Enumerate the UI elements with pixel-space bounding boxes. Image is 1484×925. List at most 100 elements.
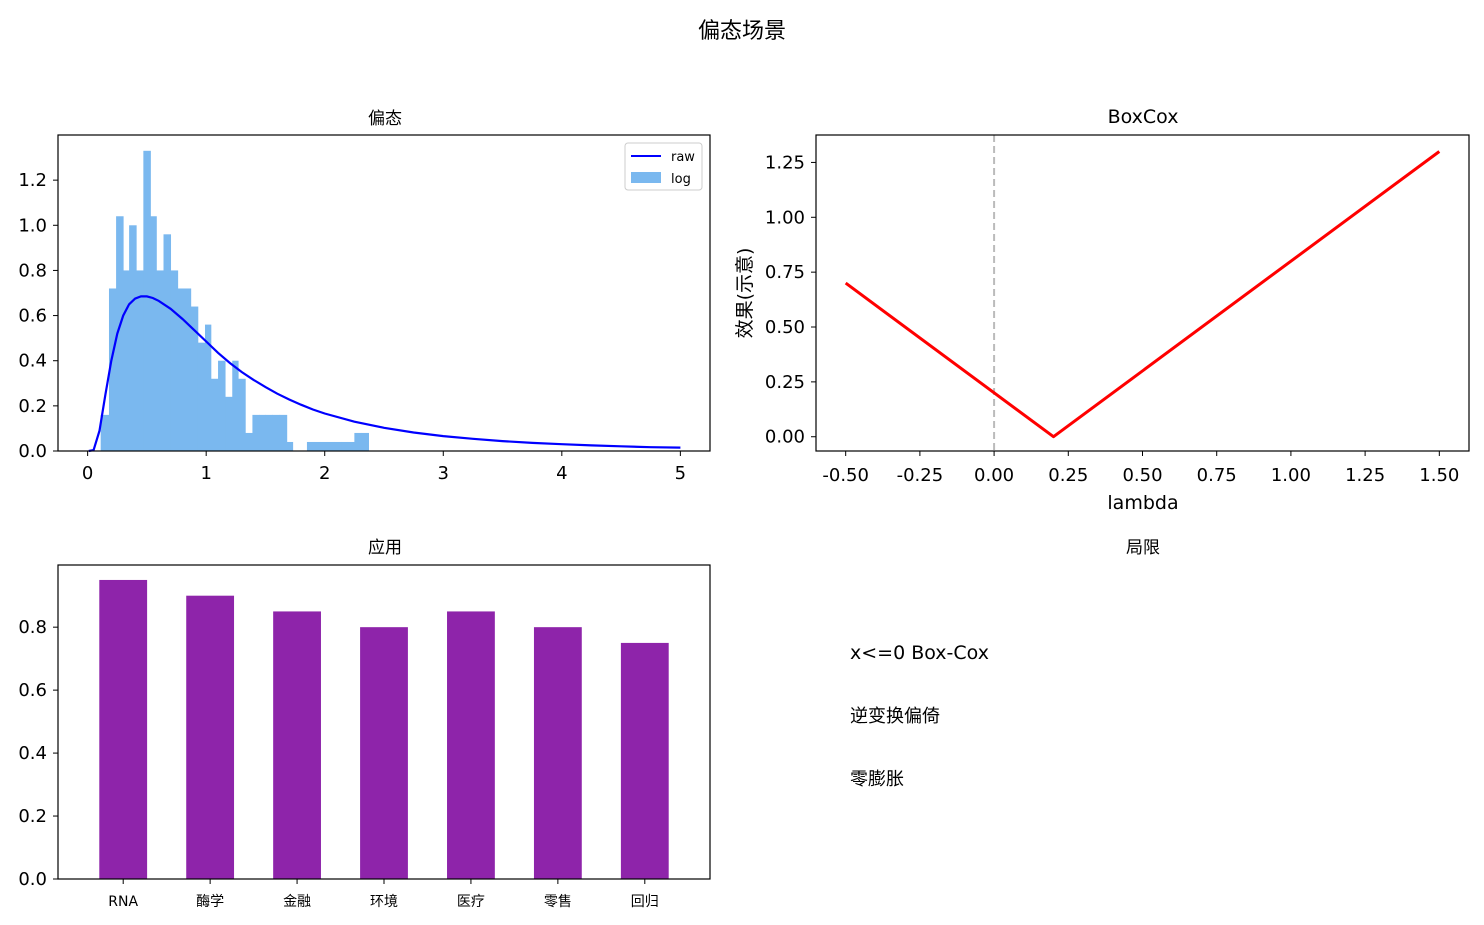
histogram-bar <box>252 414 260 451</box>
category-label: 医疗 <box>457 894 485 910</box>
x-tick-label: 0.25 <box>1048 465 1088 486</box>
x-tick-label: 3 <box>438 463 449 484</box>
boxcox-panel-title: BoxCox <box>1108 106 1179 128</box>
histogram-bar <box>197 342 206 451</box>
histogram-bar <box>108 288 117 451</box>
x-tick-label: 1.50 <box>1419 465 1459 486</box>
limits-panel-title: 局限 <box>1126 538 1160 558</box>
histogram-bar <box>319 441 328 451</box>
boxcox-panel: BoxCox -0.50 -0.25 0.00 0.25 0.50 0.75 1.00 1.2… <box>734 106 1470 514</box>
y-tick-label: 1.25 <box>765 152 805 173</box>
skew-legend: raw log <box>624 142 703 191</box>
histogram-bar <box>225 396 233 451</box>
bar <box>620 642 669 879</box>
x-tick-label: 2 <box>319 463 330 484</box>
x-tick-label: 0.75 <box>1197 465 1237 486</box>
legend-log-swatch <box>631 172 661 183</box>
legend-log-label: log <box>671 172 691 187</box>
x-tick-label: -0.50 <box>822 465 869 486</box>
histogram-bar <box>143 150 151 452</box>
histogram-bar <box>177 288 185 451</box>
boxcox-ylabel: 效果(示意) <box>734 248 756 339</box>
histogram-bar <box>218 360 226 451</box>
y-tick-label: 0.25 <box>765 372 805 393</box>
histogram-bar <box>123 270 130 451</box>
histogram-bar <box>354 432 362 451</box>
histogram-bar <box>265 414 273 451</box>
bar <box>186 595 235 879</box>
figure-suptitle: 偏态场景 <box>698 19 786 44</box>
apps-panel: 应用 RNA 酶学 金融 环境 医疗 零售 回归 0.0 0.2 0.4 0.6 0.8 <box>18 538 711 910</box>
histogram-bar <box>314 441 321 451</box>
histogram-bar <box>245 432 253 451</box>
histogram-bar <box>183 288 192 451</box>
bar <box>273 611 321 879</box>
category-label: RNA <box>108 894 138 910</box>
x-tick-label: 0 <box>82 463 93 484</box>
y-tick-label: 0.2 <box>18 396 47 417</box>
histogram-bar <box>116 216 124 451</box>
x-tick-label: -0.25 <box>897 465 944 486</box>
histogram-bar <box>136 270 144 451</box>
histogram-bar <box>279 414 288 451</box>
y-tick-label: 1.0 <box>18 215 47 236</box>
y-tick-label: 0.8 <box>18 260 47 281</box>
category-label: 环境 <box>370 894 398 910</box>
y-tick-label: 0.0 <box>18 441 47 462</box>
raw-density-line <box>88 295 681 453</box>
legend-raw-label: raw <box>671 150 695 165</box>
histogram-bar <box>341 441 348 451</box>
y-tick-label: 1.2 <box>18 170 47 191</box>
x-tick-label: 5 <box>675 463 686 484</box>
x-tick-label: 4 <box>556 463 567 484</box>
x-tick-label: 0.00 <box>974 465 1014 486</box>
histogram-bar <box>210 378 219 451</box>
histogram-bar <box>163 234 172 451</box>
histogram-bar <box>286 441 294 451</box>
y-tick-label: 0.4 <box>18 743 47 764</box>
histogram-bar <box>238 378 246 451</box>
y-tick-label: 0.4 <box>18 351 47 372</box>
histogram-bar <box>204 324 212 451</box>
limits-item: x<=0 Box-Cox <box>850 642 989 664</box>
histogram-bar <box>334 441 342 451</box>
skew-panel-frame <box>57 134 711 452</box>
histogram-bar <box>100 414 110 451</box>
x-tick-label: 1 <box>200 463 211 484</box>
boxcox-xlabel: lambda <box>1107 492 1178 514</box>
histogram-bar <box>150 216 157 451</box>
category-label: 金融 <box>283 894 311 910</box>
category-label: 零售 <box>544 894 572 910</box>
y-tick-label: 0.6 <box>18 680 47 701</box>
y-tick-label: 0.8 <box>18 617 47 638</box>
boxcox-effect-line <box>844 150 1441 439</box>
limits-item: 零膨胀 <box>850 769 904 790</box>
histogram-bar <box>259 414 266 451</box>
y-tick-label: 0.0 <box>18 869 47 890</box>
category-label: 酶学 <box>196 894 224 910</box>
y-tick-label: 0.6 <box>18 306 47 327</box>
histogram-bar <box>272 414 281 451</box>
x-tick-label: 1.25 <box>1345 465 1385 486</box>
histogram-bar <box>170 270 179 451</box>
bar <box>533 627 582 879</box>
histogram-bar <box>232 360 239 451</box>
bar <box>447 611 495 879</box>
y-tick-label: 0.2 <box>18 806 47 827</box>
bar <box>360 627 408 879</box>
apps-panel-title: 应用 <box>368 538 402 558</box>
histogram-bar <box>306 441 315 451</box>
histogram-bar <box>129 225 137 451</box>
y-tick-label: 0.50 <box>765 317 805 338</box>
skew-panel: 偏态 0 1 2 3 4 5 0.0 0.2 0.4 0.6 0.8 1.0 1.2 raw log <box>18 109 711 484</box>
histogram-bar <box>327 441 335 451</box>
bar <box>99 579 148 879</box>
histogram-bar <box>361 432 369 451</box>
histogram-bar <box>190 306 199 451</box>
boxcox-panel-frame <box>815 134 1470 452</box>
y-tick-label: 0.75 <box>765 262 805 283</box>
histogram-bar <box>156 270 164 451</box>
limits-item: 逆变换偏倚 <box>850 706 940 727</box>
histogram-bar <box>347 441 355 451</box>
category-label: 回归 <box>631 893 659 910</box>
